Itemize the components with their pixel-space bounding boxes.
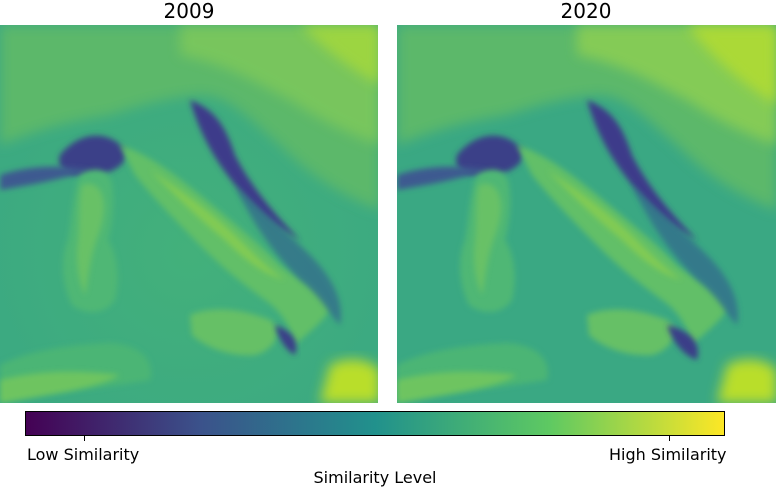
colorbar: [25, 411, 725, 436]
similarity-map-2009: [0, 25, 378, 403]
panel-title-2020: 2020: [560, 0, 612, 23]
similarity-map-2020: [397, 25, 776, 403]
colorbar-tick-low: [84, 436, 85, 441]
colorbar-tick-high: [669, 436, 670, 441]
colorbar-low-label: Low Similarity: [27, 445, 140, 464]
colorbar-high-label: High Similarity: [609, 445, 727, 464]
panel-title-2009: 2009: [163, 0, 215, 23]
colorbar-axis-label: Similarity Level: [313, 468, 437, 487]
